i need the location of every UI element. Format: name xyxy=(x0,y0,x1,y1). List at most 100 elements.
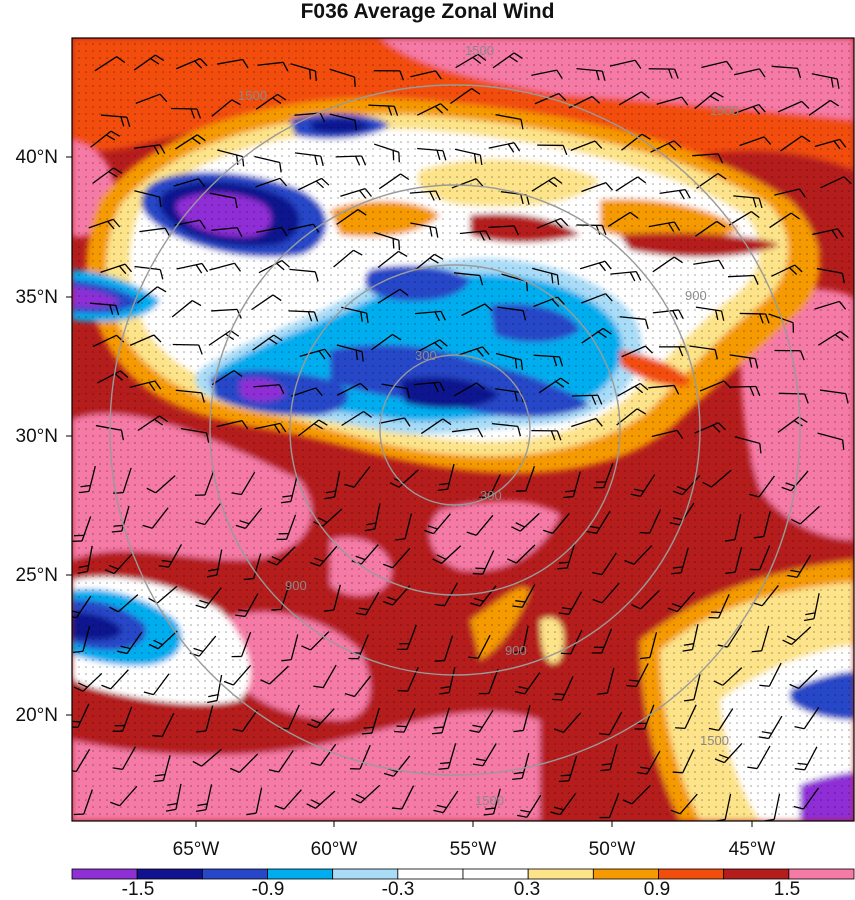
wind-barb xyxy=(313,664,337,689)
wind-barb xyxy=(597,667,615,695)
wind-barbs xyxy=(72,52,852,821)
wind-barb xyxy=(609,59,642,69)
wind-barb xyxy=(397,624,417,651)
wind-barb xyxy=(410,222,439,238)
wind-barb xyxy=(610,270,642,282)
wind-barb xyxy=(537,144,568,156)
wind-barb xyxy=(739,312,770,324)
wind-barb xyxy=(143,673,170,696)
wind-barb xyxy=(728,274,759,285)
wind-barb xyxy=(781,470,809,492)
wind-barb xyxy=(512,584,536,608)
wind-barb xyxy=(621,345,653,358)
wind-barb xyxy=(791,505,820,525)
wind-barb xyxy=(344,675,372,698)
wind-barb xyxy=(747,745,771,770)
wind-barb xyxy=(696,173,727,189)
wind-barb xyxy=(634,704,655,730)
wind-barb xyxy=(538,377,570,394)
wind-barb xyxy=(299,348,332,360)
wind-barb xyxy=(268,750,294,773)
wind-barb xyxy=(531,69,563,79)
wind-barb xyxy=(243,553,262,581)
wind-barb xyxy=(134,144,166,155)
wind-barb xyxy=(373,231,401,251)
wind-barb xyxy=(294,152,324,166)
wind-barb xyxy=(648,384,680,395)
wind-barb xyxy=(172,343,203,355)
wind-barb xyxy=(533,354,564,367)
wind-barb xyxy=(89,302,120,316)
wind-barb xyxy=(324,471,341,500)
wind-barb xyxy=(751,625,770,653)
wind-barb xyxy=(88,218,121,230)
wind-barb xyxy=(195,587,222,609)
wind-barb xyxy=(689,345,719,360)
wind-barb xyxy=(341,306,369,324)
wind-barb xyxy=(344,466,371,488)
wind-barb xyxy=(695,306,725,321)
wind-barb xyxy=(468,634,491,659)
range-ring-label: 900 xyxy=(505,643,527,658)
wind-barb xyxy=(513,705,531,733)
wind-barb xyxy=(472,550,495,575)
colorbar-swatch xyxy=(788,868,855,880)
wind-barb xyxy=(563,471,581,499)
wind-barb xyxy=(377,288,409,304)
wind-barb xyxy=(648,221,681,232)
wind-barb xyxy=(701,60,733,70)
colorbar-swatch xyxy=(136,868,203,880)
map-title: F036 Average Zonal Wind xyxy=(300,0,555,23)
wind-barb xyxy=(335,155,367,166)
wind-barb xyxy=(395,513,413,541)
colorbar-label: -0.9 xyxy=(252,879,285,900)
wind-barb xyxy=(672,749,695,774)
wind-barb xyxy=(717,624,743,648)
range-ring-label: 1500 xyxy=(465,43,494,58)
wind-barb xyxy=(90,130,120,148)
range-ring-label: 1500 xyxy=(475,793,504,808)
wind-barb xyxy=(713,667,743,686)
wind-barb xyxy=(557,542,576,570)
wind-barb xyxy=(817,432,845,450)
wind-barb xyxy=(814,138,847,150)
wind-barb xyxy=(586,510,611,534)
wind-barb xyxy=(209,262,242,272)
wind-barb xyxy=(571,394,603,405)
range-ring xyxy=(289,264,621,596)
wind-barb xyxy=(336,209,367,225)
wind-barb xyxy=(77,545,93,574)
wind-barb xyxy=(397,667,419,692)
wind-barb xyxy=(619,316,649,330)
wind-barb xyxy=(793,787,820,810)
wind-barb xyxy=(615,176,647,192)
wind-barb xyxy=(111,505,130,533)
wind-barb xyxy=(196,784,213,812)
wind-barb xyxy=(725,546,743,575)
wind-barb xyxy=(631,590,660,610)
wind-barb xyxy=(216,419,249,430)
wind-barb xyxy=(618,91,650,106)
range-ring-label: 1500 xyxy=(700,733,729,748)
wind-barb xyxy=(497,306,527,321)
colorbar-swatch xyxy=(462,868,529,880)
wind-barb xyxy=(416,103,449,116)
wind-barb xyxy=(217,58,249,69)
wind-barb xyxy=(333,249,363,268)
wind-barb xyxy=(461,303,493,317)
wind-barb xyxy=(340,188,372,199)
wind-barb xyxy=(639,509,662,534)
wind-barb xyxy=(336,344,364,362)
wind-barb xyxy=(780,135,811,152)
wind-barb xyxy=(787,554,812,578)
wind-barb xyxy=(256,226,288,237)
wind-barb xyxy=(777,100,810,113)
wind-barb xyxy=(714,742,743,764)
wind-barb xyxy=(600,744,618,772)
wind-barb xyxy=(733,195,763,209)
wind-barb xyxy=(550,793,576,816)
wind-barb xyxy=(771,65,802,79)
wind-barb xyxy=(626,663,649,688)
wind-barb xyxy=(373,70,405,81)
wind-barb xyxy=(511,512,540,532)
